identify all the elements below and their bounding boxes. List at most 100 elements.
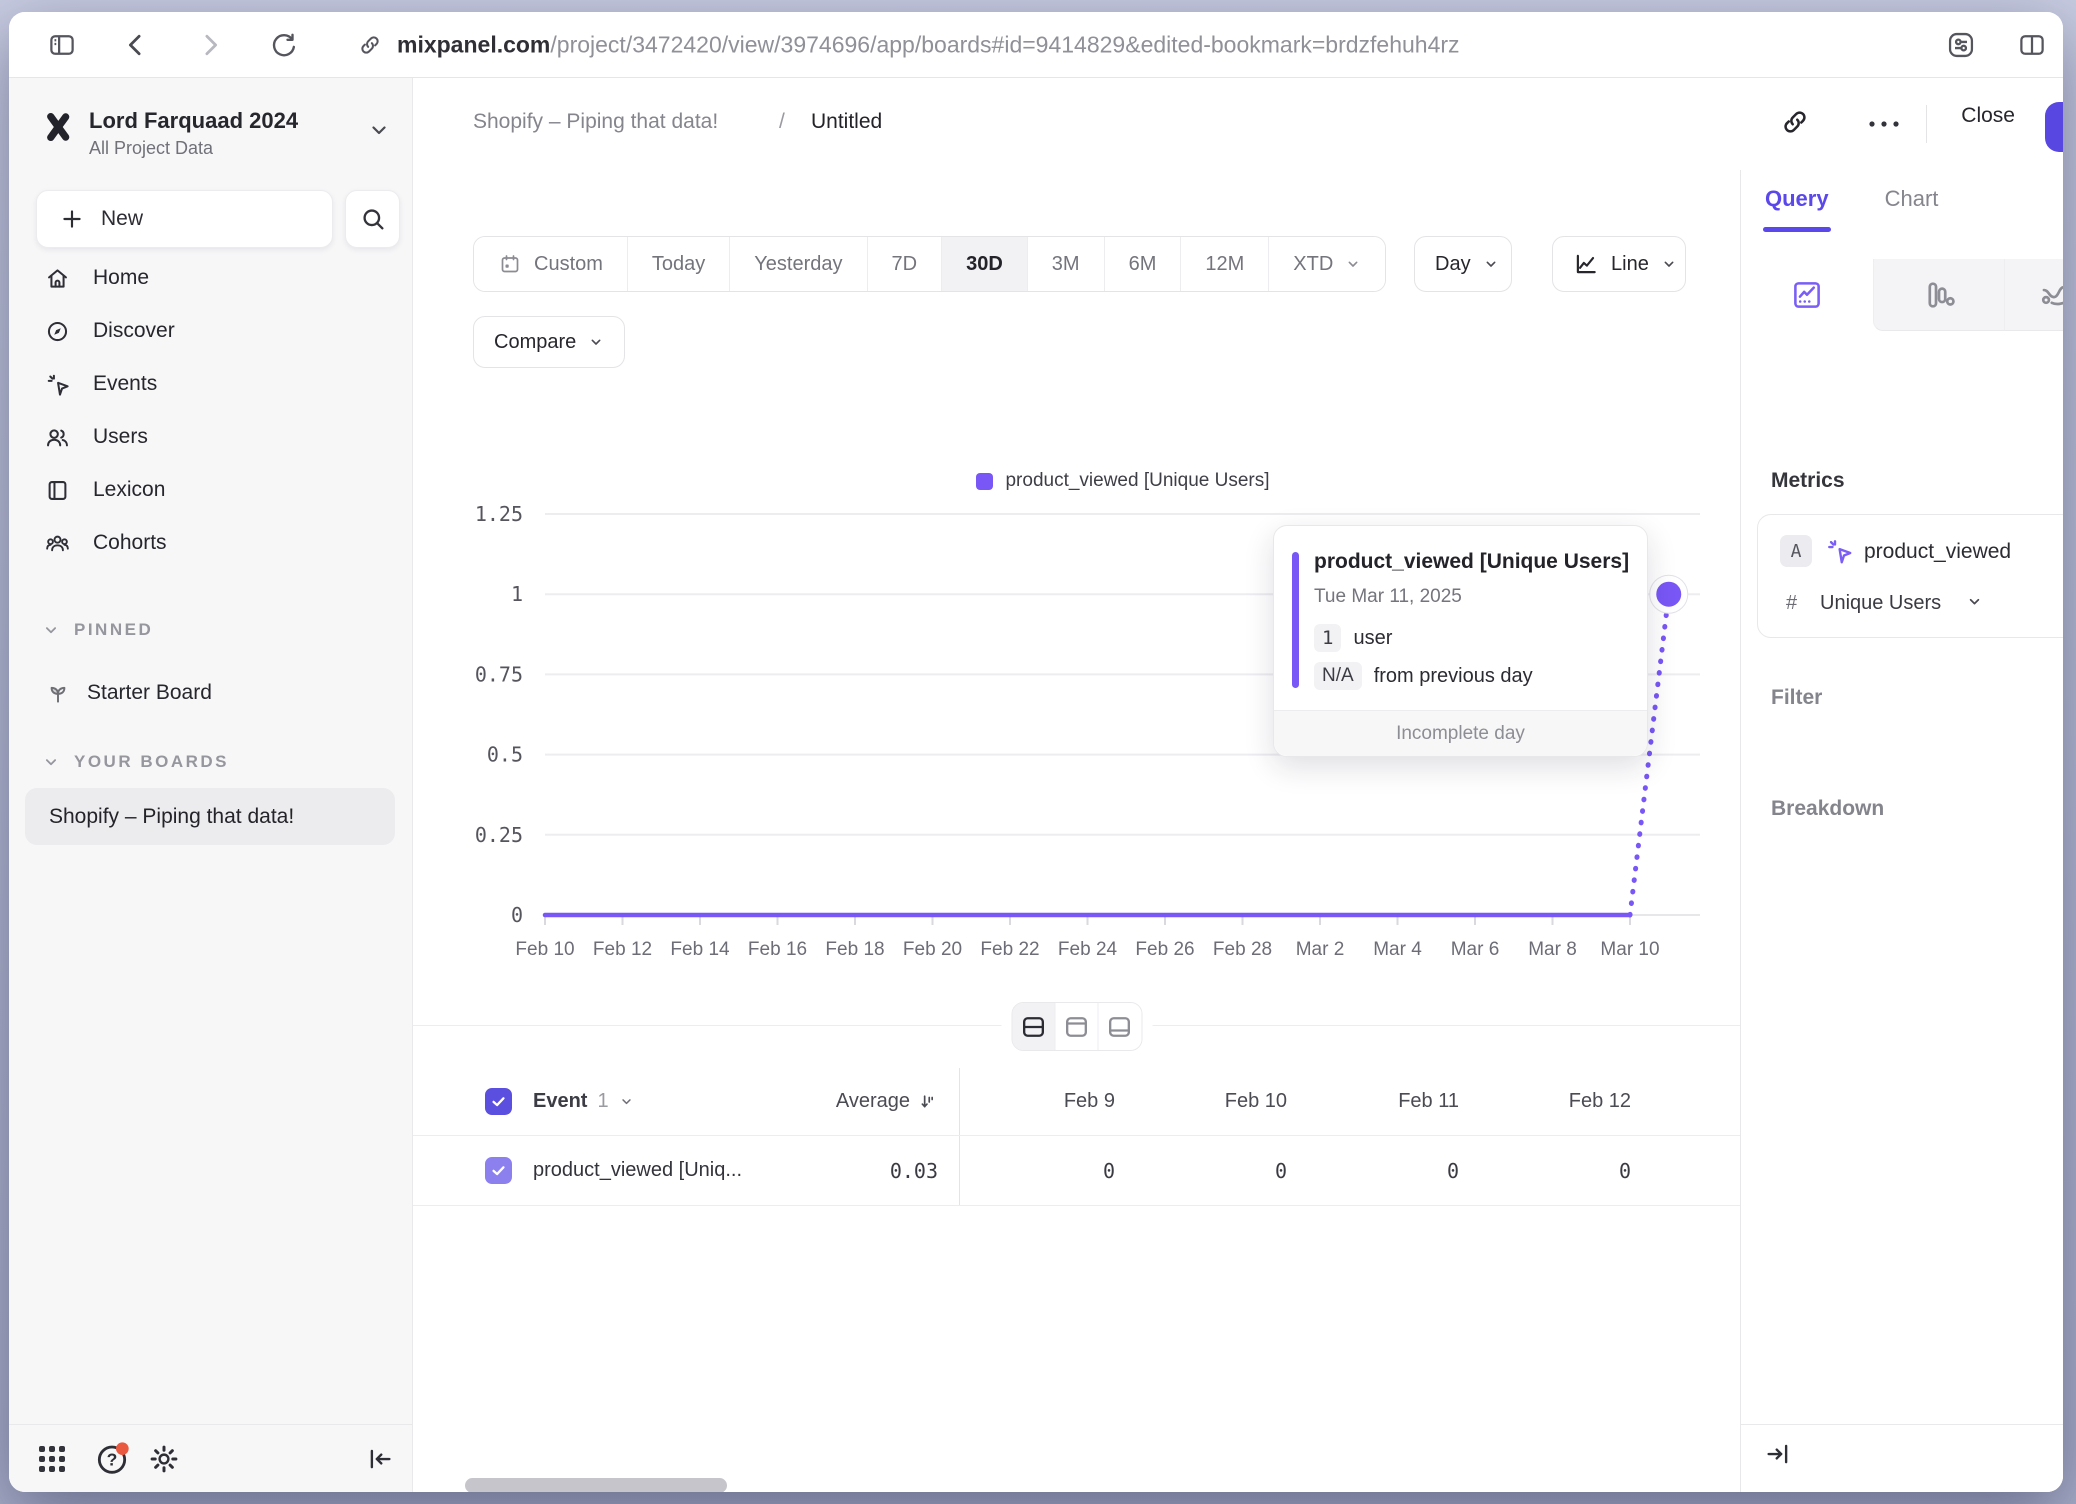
save-button[interactable] bbox=[2045, 102, 2063, 152]
chevron-down-icon bbox=[588, 334, 604, 350]
average-column-header[interactable]: Average bbox=[795, 1068, 938, 1135]
report-card: Custom Today Yesterday 7D 30D 3M 6M 12M … bbox=[413, 170, 1740, 1492]
browser-sidebar-toggle-icon[interactable] bbox=[47, 30, 77, 60]
help-icon[interactable]: ? bbox=[93, 1439, 133, 1479]
aggregation-label[interactable]: Unique Users bbox=[1820, 592, 1942, 614]
chevron-down-icon bbox=[619, 1094, 634, 1109]
range-12m[interactable]: 12M bbox=[1181, 237, 1270, 291]
notification-dot bbox=[116, 1441, 129, 1455]
sidebar-board-shopify-selected[interactable]: Shopify – Piping that data! bbox=[25, 788, 395, 845]
tooltip-title: product_viewed [Unique Users] bbox=[1314, 550, 1630, 573]
your-boards-section-header[interactable]: YOUR BOARDS bbox=[42, 752, 229, 772]
share-link-icon[interactable] bbox=[1779, 106, 1811, 138]
date-range-control: Custom Today Yesterday 7D 30D 3M 6M 12M … bbox=[473, 236, 1387, 292]
range-3m[interactable]: 3M bbox=[1027, 237, 1105, 291]
sidebar-item-label: Home bbox=[93, 266, 150, 289]
split-view-icon[interactable] bbox=[2017, 30, 2047, 60]
svg-text:0.25: 0.25 bbox=[475, 823, 523, 847]
reload-icon[interactable] bbox=[269, 30, 299, 60]
browser-window: mixpanel.com/project/3472420/view/397469… bbox=[9, 12, 2063, 1492]
breadcrumb-page[interactable]: Untitled bbox=[811, 110, 883, 133]
url-link-icon bbox=[357, 32, 383, 58]
svg-text:0: 0 bbox=[511, 903, 523, 927]
insights-tab-selected[interactable] bbox=[1741, 259, 1873, 331]
sidebar-item-events[interactable]: Events bbox=[23, 359, 399, 409]
search-button[interactable] bbox=[345, 190, 400, 248]
header-divider bbox=[1926, 105, 1927, 143]
sidebar-footer: ? bbox=[9, 1424, 412, 1492]
back-icon[interactable] bbox=[121, 30, 151, 60]
address-bar[interactable]: mixpanel.com/project/3472420/view/397469… bbox=[397, 31, 1460, 58]
select-all-checkbox[interactable] bbox=[485, 1088, 512, 1115]
range-30d-selected[interactable]: 30D bbox=[942, 237, 1028, 291]
date-column-header[interactable]: Feb 11 bbox=[1398, 1090, 1459, 1112]
breakdown-header: Breakdown bbox=[1771, 797, 1885, 820]
sidebar-item-discover[interactable]: Discover bbox=[23, 306, 399, 356]
tooltip-date: Tue Mar 11, 2025 bbox=[1314, 586, 1462, 607]
chart-type-dropdown[interactable]: Line bbox=[1552, 236, 1686, 292]
row-checkbox[interactable] bbox=[485, 1157, 512, 1184]
new-button-label: New bbox=[101, 207, 144, 230]
funnels-tab[interactable] bbox=[1873, 259, 2004, 331]
mixpanel-logo bbox=[35, 104, 81, 150]
svg-text:Feb 10: Feb 10 bbox=[515, 939, 574, 960]
gear-icon[interactable] bbox=[147, 1442, 181, 1476]
layout-chart-only-button[interactable] bbox=[1055, 1003, 1098, 1050]
panel-tabs: Query Chart bbox=[1763, 186, 1939, 232]
apps-grid-icon[interactable] bbox=[39, 1445, 65, 1472]
date-column-header[interactable]: Feb 10 bbox=[1224, 1090, 1287, 1112]
new-button[interactable]: New bbox=[36, 190, 333, 248]
range-6m[interactable]: 6M bbox=[1104, 237, 1182, 291]
svg-text:Mar 2: Mar 2 bbox=[1296, 939, 1345, 960]
table-row[interactable]: product_viewed [Uniq... 0.03 0 0 0 0 bbox=[413, 1136, 1740, 1206]
tooltip-delta-text: from previous day bbox=[1373, 664, 1533, 687]
range-today[interactable]: Today bbox=[627, 237, 731, 291]
forward-icon[interactable] bbox=[195, 30, 225, 60]
range-custom[interactable]: Custom bbox=[474, 237, 628, 291]
close-button[interactable]: Close bbox=[1961, 104, 2015, 127]
workspace-chevron-down-icon[interactable] bbox=[367, 118, 391, 142]
sort-icon bbox=[918, 1092, 938, 1112]
row-cell-value: 0 bbox=[1618, 1158, 1631, 1183]
tab-chart[interactable]: Chart bbox=[1884, 186, 1939, 211]
sidebar-item-home[interactable]: Home bbox=[23, 253, 399, 303]
svg-text:0.75: 0.75 bbox=[475, 662, 523, 686]
row-average-value: 0.03 bbox=[889, 1158, 938, 1183]
retention-icon bbox=[2039, 278, 2063, 312]
board-link-label: Shopify – Piping that data! bbox=[49, 804, 295, 828]
sidebar-item-cohorts[interactable]: Cohorts bbox=[23, 518, 399, 568]
chevron-down-icon bbox=[1483, 256, 1499, 272]
granularity-dropdown[interactable]: Day bbox=[1414, 236, 1512, 292]
browser-toolbar: mixpanel.com/project/3472420/view/397469… bbox=[9, 12, 2063, 78]
breadcrumb-board[interactable]: Shopify – Piping that data! bbox=[473, 110, 719, 133]
workspace-name[interactable]: Lord Farquaad 2024 bbox=[89, 108, 299, 133]
range-xtd[interactable]: XTD bbox=[1269, 237, 1386, 291]
sidebar-item-starter-board[interactable]: Starter Board bbox=[23, 667, 399, 719]
content-area: Shopify – Piping that data! / Untitled C… bbox=[413, 78, 2063, 1492]
tab-query[interactable]: Query bbox=[1763, 186, 1831, 232]
plus-icon bbox=[59, 206, 85, 232]
svg-text:Feb 20: Feb 20 bbox=[903, 939, 962, 960]
svg-text:Feb 16: Feb 16 bbox=[748, 939, 807, 960]
collapse-sidebar-icon[interactable] bbox=[365, 1444, 395, 1474]
tune-icon[interactable] bbox=[1945, 29, 1977, 61]
pinned-section-header[interactable]: PINNED bbox=[42, 620, 153, 640]
retention-tab[interactable] bbox=[2004, 259, 2063, 331]
horizontal-scrollbar[interactable] bbox=[465, 1478, 727, 1492]
chart-legend[interactable]: product_viewed [Unique Users] bbox=[543, 470, 1703, 492]
layout-split-button[interactable] bbox=[1012, 1003, 1055, 1050]
more-options-icon[interactable] bbox=[1867, 118, 1901, 130]
chevron-down-icon[interactable] bbox=[1966, 593, 1983, 610]
metric-card[interactable]: A product_viewed # Unique Users bbox=[1757, 514, 2063, 638]
layout-table-only-button[interactable] bbox=[1098, 1003, 1141, 1050]
event-column-header[interactable]: Event 1 bbox=[533, 1068, 634, 1135]
sidebar-item-users[interactable]: Users bbox=[23, 412, 399, 462]
compare-dropdown[interactable]: Compare bbox=[473, 316, 626, 368]
range-yesterday[interactable]: Yesterday bbox=[730, 237, 868, 291]
date-column-header[interactable]: Feb 12 bbox=[1568, 1090, 1631, 1112]
sidebar-item-lexicon[interactable]: Lexicon bbox=[23, 465, 399, 515]
tooltip-accent-bar bbox=[1292, 552, 1299, 688]
date-column-header[interactable]: Feb 9 bbox=[1063, 1090, 1115, 1112]
range-7d[interactable]: 7D bbox=[867, 237, 943, 291]
collapse-panel-icon[interactable] bbox=[1763, 1439, 1793, 1469]
